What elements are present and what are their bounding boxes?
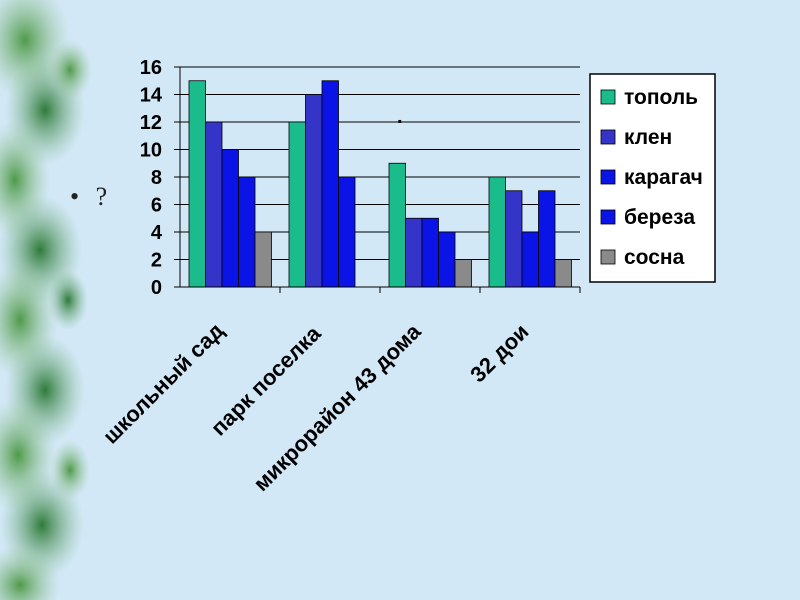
y-tick-label: 16 [140, 57, 162, 79]
y-tick-label: 6 [151, 195, 162, 217]
chart-annotation: . [397, 106, 403, 128]
x-category-label: школьный сад [98, 318, 229, 449]
legend-label: береза [624, 206, 695, 229]
y-tick-label: 0 [151, 277, 162, 299]
bar [305, 94, 323, 288]
legend-swatch [600, 89, 616, 105]
bar [388, 162, 406, 288]
bar [405, 217, 423, 288]
bar [538, 190, 556, 288]
bar [288, 121, 306, 288]
bar [221, 149, 239, 288]
legend-label: сосна [624, 246, 685, 269]
y-axis-ticks: 0 2 4 6 8 10 12 14 16 [140, 57, 180, 299]
bar [254, 231, 272, 288]
x-category-label: микрорайон 43 дома [248, 318, 426, 496]
bar [505, 190, 523, 288]
legend-swatch [600, 129, 616, 145]
bar [554, 259, 572, 288]
bullet-marker: • [70, 182, 80, 211]
y-tick-label: 2 [151, 250, 162, 272]
bar [205, 121, 223, 288]
x-category-label: 32 дои [465, 319, 533, 387]
bullet-point: • ? [70, 182, 107, 212]
legend-swatch [600, 249, 616, 265]
bar [338, 176, 356, 288]
bar [238, 176, 256, 288]
legend: тополь клен карагач береза сосна [589, 73, 716, 283]
bar [488, 176, 506, 288]
y-tick-label: 12 [140, 112, 162, 134]
y-tick-label: 10 [140, 140, 162, 162]
legend-label: карагач [624, 166, 703, 189]
legend-swatch [600, 169, 616, 185]
y-tick-label: 8 [151, 167, 162, 189]
bar [421, 217, 439, 288]
bullet-text: ? [95, 182, 108, 211]
bar [321, 80, 339, 288]
legend-label: клен [624, 126, 672, 149]
legend-swatch [600, 209, 616, 225]
foliage-decoration [0, 0, 92, 600]
y-tick-label: 4 [151, 222, 163, 244]
bar [521, 231, 539, 288]
bar [188, 80, 206, 288]
y-tick-label: 14 [140, 85, 163, 107]
legend-label: тополь [624, 86, 698, 109]
bar [454, 259, 472, 288]
bar [438, 231, 456, 288]
bars [188, 80, 581, 293]
